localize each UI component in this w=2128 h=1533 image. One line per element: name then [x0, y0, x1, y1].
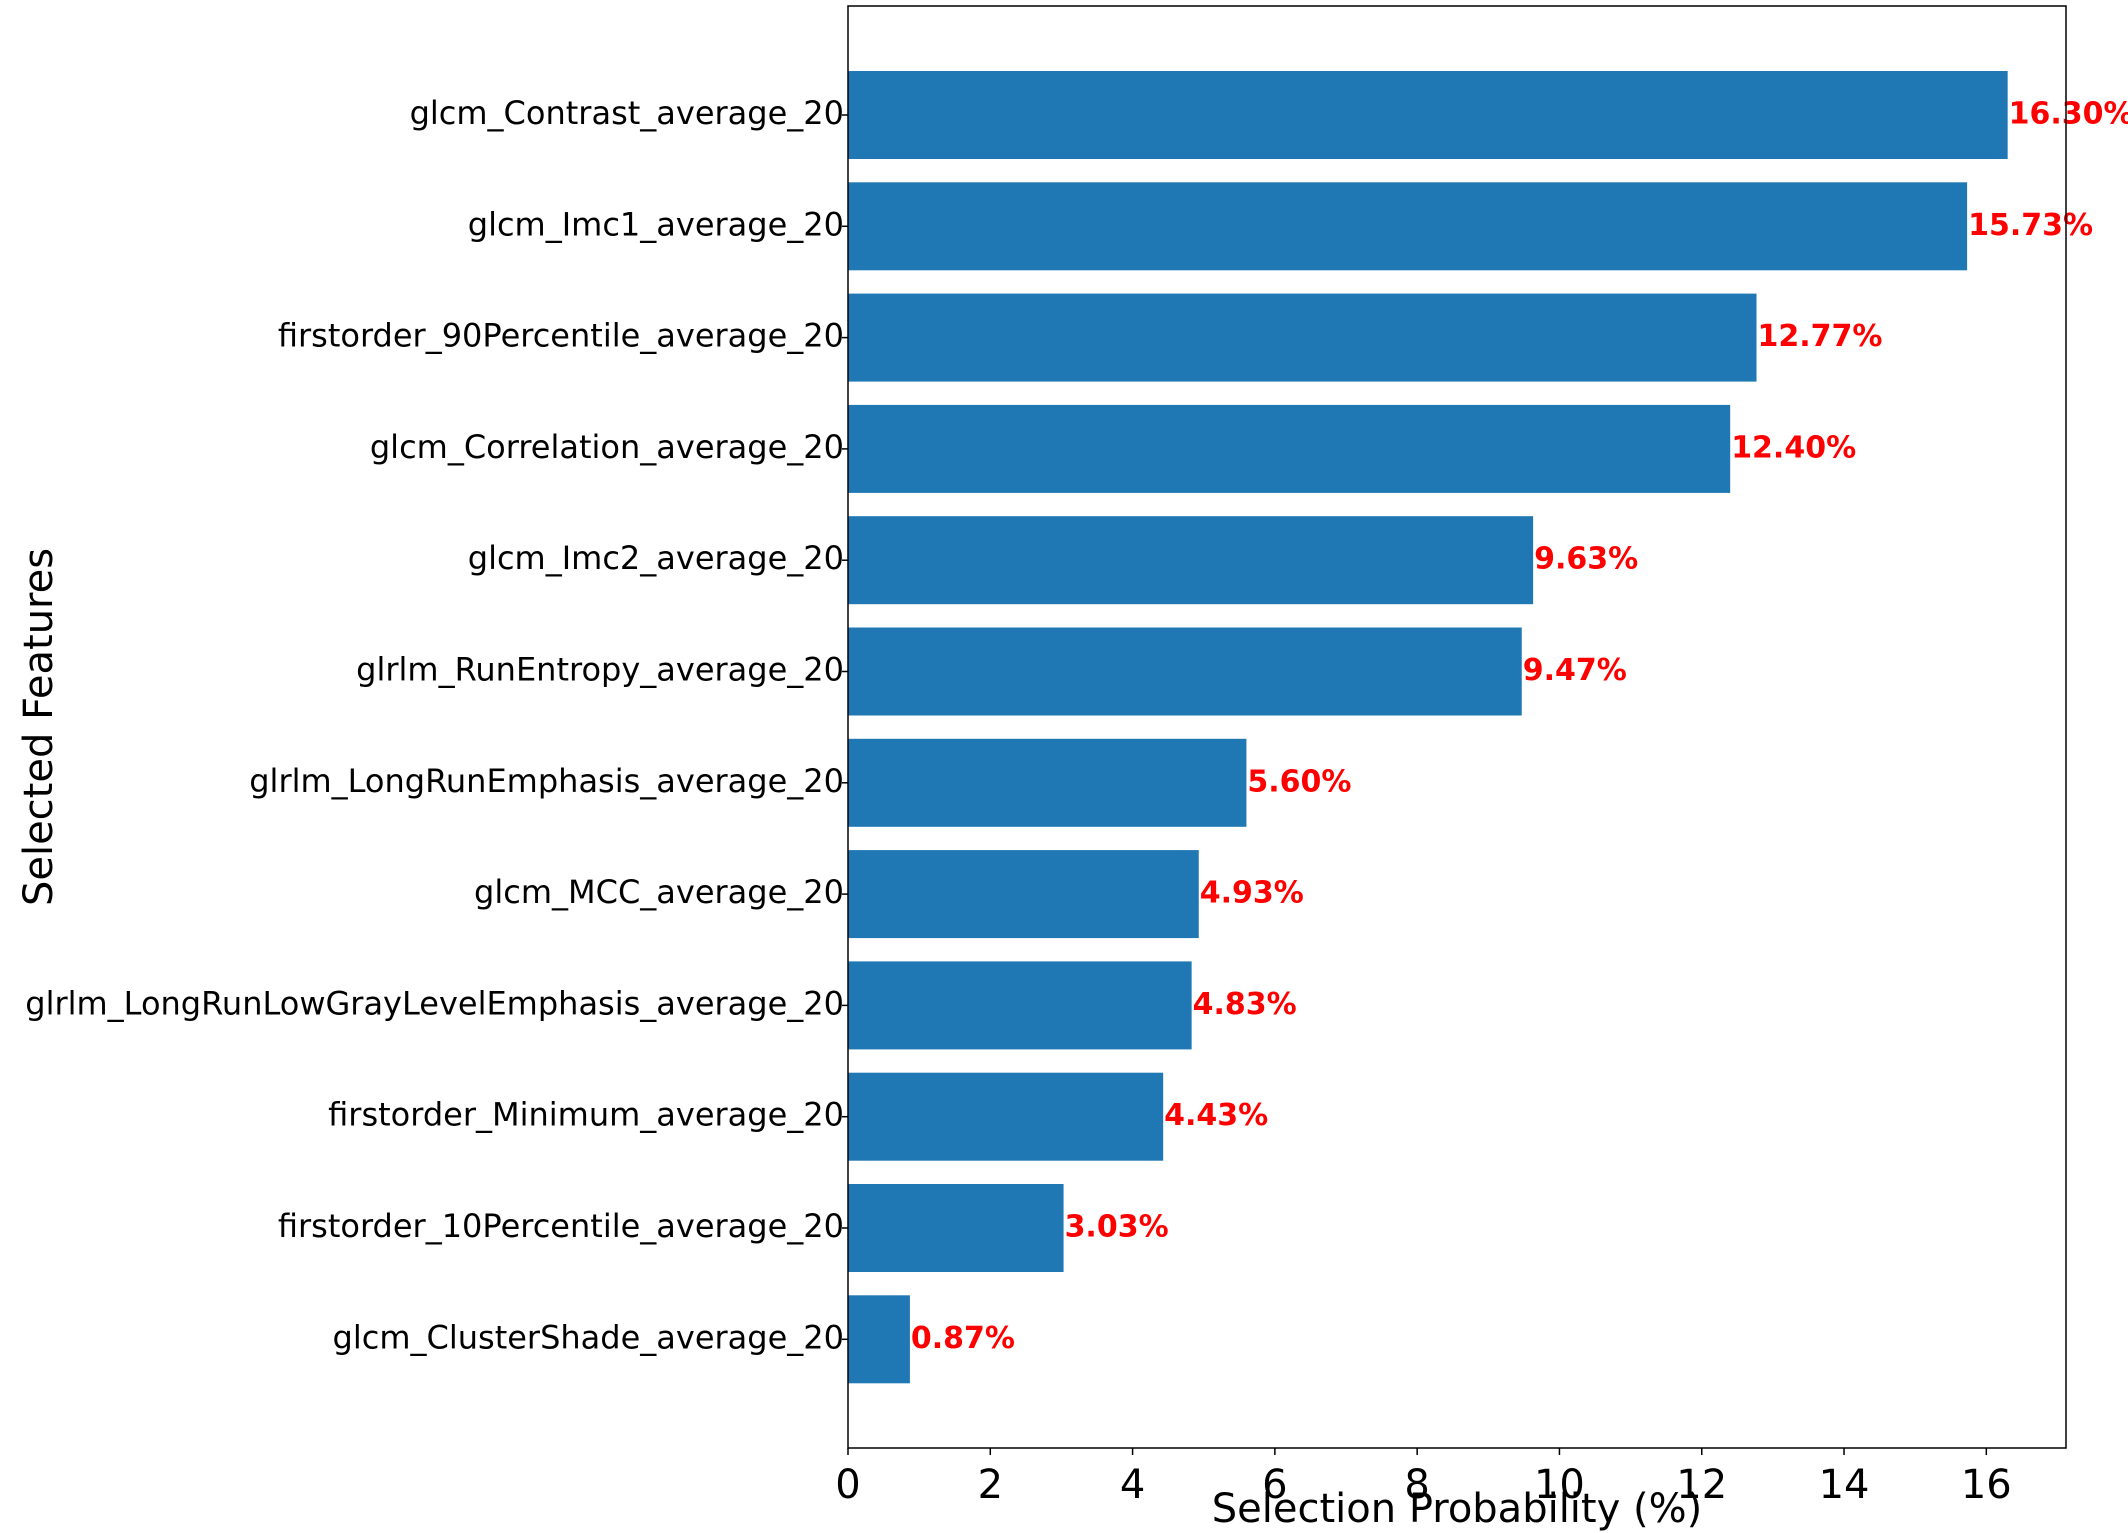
category-label: firstorder_10Percentile_average_20 [278, 1207, 844, 1245]
value-label: 9.47% [1523, 653, 1627, 688]
bar-glrlm_RunEntropy_average_20 [848, 627, 1522, 716]
x-tick-label: 4 [1120, 1462, 1145, 1508]
category-label: glcm_MCC_average_20 [474, 873, 844, 911]
bar-glcm_Correlation_average_20 [848, 404, 1731, 493]
x-tick-label: 0 [835, 1462, 860, 1508]
value-label: 0.87% [911, 1321, 1015, 1356]
value-label: 4.83% [1193, 987, 1297, 1022]
bar-firstorder_Minimum_average_20 [848, 1072, 1164, 1161]
category-label: glcm_Contrast_average_20 [410, 94, 844, 132]
x-tick-label: 2 [978, 1462, 1003, 1508]
bar-glcm_Contrast_average_20 [848, 71, 2008, 159]
category-label: glcm_Imc1_average_20 [468, 205, 844, 243]
category-label: glcm_ClusterShade_average_20 [333, 1318, 844, 1356]
x-tick-label: 8 [1404, 1462, 1429, 1508]
bar-glcm_ClusterShade_average_20 [848, 1295, 910, 1384]
category-label: glrlm_RunEntropy_average_20 [356, 651, 844, 689]
y-axis-title: Selected Features [16, 548, 62, 906]
value-label: 12.40% [1731, 430, 1856, 465]
x-tick-label: 10 [1534, 1462, 1585, 1508]
x-tick-label: 6 [1262, 1462, 1287, 1508]
bar-firstorder_90Percentile_average_20 [848, 293, 1757, 382]
category-label: glrlm_LongRunEmphasis_average_20 [249, 762, 844, 800]
x-ticks-group: 0 2 4 6 8 10 12 14 16 [835, 1448, 2012, 1508]
bar-glcm_MCC_average_20 [848, 850, 1199, 939]
bars-group [848, 71, 2008, 1384]
value-label: 4.93% [1200, 876, 1304, 911]
x-axis-title: Selection Probability (%) [1212, 1486, 1702, 1532]
category-label: glcm_Correlation_average_20 [370, 428, 844, 466]
plot-frame [847, 5, 2067, 1449]
bar-glcm_Imc2_average_20 [848, 516, 1534, 605]
value-label: 16.30% [2009, 97, 2128, 132]
value-label: 5.60% [1247, 764, 1351, 799]
value-label: 12.77% [1758, 319, 1883, 354]
x-tick-label: 14 [1819, 1462, 1870, 1508]
value-label: 9.63% [1534, 542, 1638, 577]
x-tick-label: 16 [1961, 1462, 2012, 1508]
value-labels-group: 16.30% 15.73% 12.77% 12.40% 9.63% 9.47% 5.60% 4… [911, 97, 2128, 1356]
category-label: glcm_Imc2_average_20 [468, 539, 844, 577]
bar-glrlm_LongRunLowGrayLevelEmphasis_average_20 [848, 961, 1192, 1050]
value-label: 3.03% [1065, 1210, 1169, 1245]
bar-glrlm_LongRunEmphasis_average_20 [848, 738, 1247, 827]
category-label: glrlm_LongRunLowGrayLevelEmphasis_averag… [25, 984, 844, 1022]
x-tick-label: 12 [1676, 1462, 1727, 1508]
value-label: 15.73% [1968, 208, 2093, 243]
value-label: 4.43% [1164, 1098, 1268, 1133]
bar-firstorder_10Percentile_average_20 [848, 1184, 1064, 1272]
category-label: firstorder_Minimum_average_20 [328, 1096, 844, 1134]
bar-glcm_Imc1_average_20 [848, 182, 1968, 271]
category-labels-group: glcm_Contrast_average_20 glcm_Imc1_averag… [25, 94, 848, 1356]
category-label: firstorder_90Percentile_average_20 [278, 317, 844, 355]
